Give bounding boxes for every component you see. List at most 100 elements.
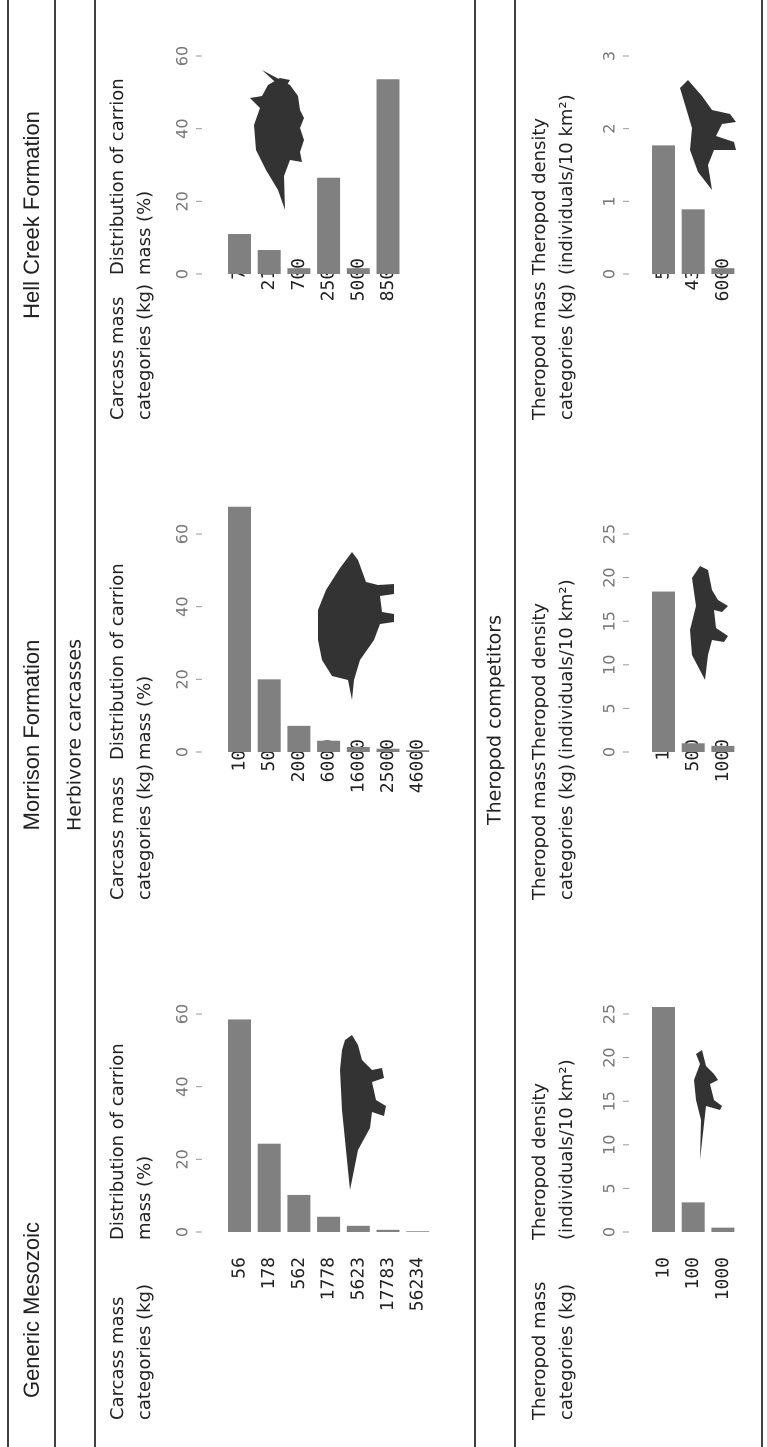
theropod-silhouette [690,566,728,680]
triceratops-silhouette [250,70,304,210]
y-tick-label: 15 [600,1091,619,1111]
bar [257,1143,281,1232]
bar [346,268,370,274]
bar [346,1225,370,1232]
category-label: 562 [288,1257,309,1290]
y-tick-label: 20 [600,1047,619,1067]
x-axis-title: Carcass mass [107,297,128,420]
bar [317,177,341,274]
bar [287,268,311,274]
y-axis-title: Theropod density [529,1083,550,1241]
x-axis-title: categories (kg) [134,764,155,900]
y-tick-label: 10 [600,1135,619,1155]
y-axis-title: Distribution of carrion [107,1043,128,1240]
x-axis-title: Carcass mass [107,1297,128,1420]
bar [681,209,705,274]
y-tick-label: 0 [173,1227,192,1237]
x-axis-title: Theropod mass [529,762,550,901]
y-tick-label: 40 [173,596,192,616]
y-tick-label: 60 [173,1004,192,1024]
y-tick-label: 0 [173,269,192,279]
bar [681,743,705,752]
category-label: 100 [682,1257,703,1290]
bar [287,725,311,752]
rotated-figure: Generic Mesozoic Morrison Formation Hell… [7,0,763,1447]
bar [406,750,430,752]
y-tick-label: 25 [600,524,619,544]
y-tick-label: 40 [173,1076,192,1096]
y-tick-label: 20 [173,669,192,689]
x-axis-title: categories (kg) [556,284,577,420]
category-label: 46000 [407,739,428,793]
y-axis-title: mass (%) [134,676,155,760]
section-header: Herbivore carcasses [64,639,86,831]
y-tick-label: 20 [600,567,619,587]
y-axis-title: mass (%) [134,1156,155,1240]
bar [228,1019,251,1232]
x-axis-title: categories (kg) [134,284,155,420]
category-label: 56 [229,1257,250,1279]
bar [711,1227,735,1232]
bar [711,268,735,274]
category-label: 700 [288,258,309,291]
y-tick-label: 20 [173,1149,192,1169]
bar [228,234,251,274]
bar [257,250,281,274]
bar [652,1007,675,1232]
bar [346,746,370,752]
y-axis-title: (individuals/10 km²) [556,94,577,275]
stegosaur-silhouette [318,552,394,700]
y-tick-label: 3 [600,51,619,61]
column-header: Morrison Formation [19,640,44,831]
category-label: 1778 [318,1257,339,1300]
x-axis-title: Carcass mass [107,777,128,900]
category-label: 178 [258,1257,279,1290]
column-header: Generic Mesozoic [19,1222,44,1398]
y-tick-label: 60 [173,46,192,66]
bar [287,1194,311,1232]
y-tick-label: 5 [600,703,619,713]
y-axis-title: (individuals/10 km²) [556,579,577,760]
hadrosaur-silhouette [340,1035,386,1190]
category-label: 25000 [377,739,398,793]
category-label: 5000 [347,258,368,301]
x-axis-title: categories (kg) [556,1284,577,1420]
category-label: 10 [653,1257,674,1279]
category-label: 6000 [712,258,733,301]
y-axis-title: mass (%) [134,191,155,275]
bar [711,745,735,752]
y-tick-label: 2 [600,124,619,134]
y-tick-label: 40 [173,118,192,138]
bar [317,1216,341,1232]
bar [257,679,281,752]
bar [681,1202,705,1232]
bar [317,740,341,752]
theropod-silhouette [680,80,736,190]
category-label: 1000 [712,739,733,782]
theropod-silhouette [694,1050,722,1160]
y-tick-label: 15 [600,611,619,631]
bar [652,591,675,752]
y-tick-label: 0 [173,747,192,757]
x-axis-title: categories (kg) [134,1284,155,1420]
y-tick-label: 0 [600,1227,619,1237]
category-label: 56234 [407,1257,428,1311]
bar [376,748,400,752]
category-label: 5623 [347,1257,368,1300]
y-tick-label: 25 [600,1004,619,1024]
y-tick-label: 20 [173,191,192,211]
category-label: 16000 [347,739,368,793]
bar [652,145,675,274]
y-axis-title: Distribution of carrion [107,563,128,760]
y-tick-label: 60 [173,524,192,544]
x-axis-title: categories (kg) [556,764,577,900]
bar [406,1231,430,1232]
y-axis-title: Theropod density [529,603,550,761]
x-axis-title: Theropod mass [529,282,550,421]
x-axis-title: Theropod mass [529,1282,550,1421]
y-tick-label: 1 [600,196,619,206]
silhouettes [250,70,736,1190]
y-axis-title: (individuals/10 km²) [556,1059,577,1240]
bar [228,506,251,752]
